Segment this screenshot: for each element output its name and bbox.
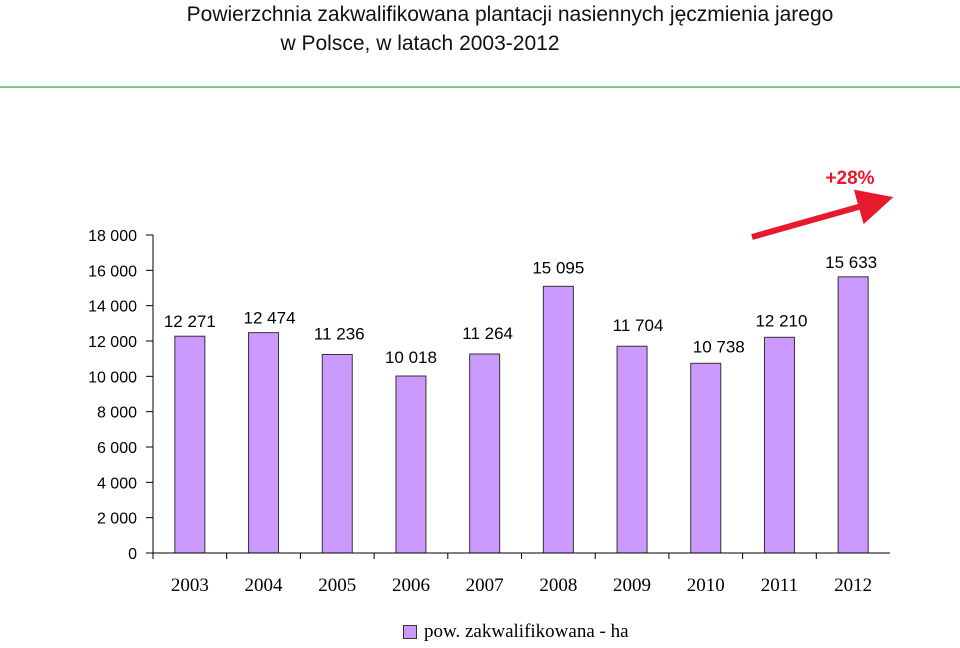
data-label: 12 210	[755, 311, 807, 330]
x-tick-label: 2005	[318, 575, 356, 596]
x-tick-label: 2011	[761, 575, 798, 596]
legend: pow. zakwalifikowana - ha	[403, 621, 629, 643]
y-tick-label: 16 000	[88, 263, 137, 280]
title-divider	[0, 86, 960, 88]
data-label: 15 633	[825, 253, 877, 272]
y-tick-label: 2 000	[97, 511, 137, 528]
x-tick-label: 2010	[687, 575, 725, 596]
y-tick-label: 4 000	[97, 475, 137, 492]
bar	[542, 285, 574, 554]
data-label: 11 264	[462, 324, 513, 343]
data-label: 10 738	[693, 337, 745, 356]
growth-arrow	[751, 189, 894, 240]
bar	[248, 332, 280, 554]
y-tick-label: 12 000	[88, 334, 137, 351]
x-tick-label: 2003	[171, 575, 209, 596]
x-tick-label: 2006	[392, 575, 430, 596]
y-tick-label: 10 000	[88, 369, 137, 386]
y-tick-label: 14 000	[88, 299, 137, 316]
bar	[174, 335, 206, 554]
x-tick-label: 2007	[466, 575, 504, 596]
y-tick-label: 18 000	[88, 228, 137, 245]
bar	[837, 276, 869, 554]
data-label: 12 271	[164, 312, 216, 331]
data-label: 10 018	[385, 348, 437, 367]
data-label: 15 095	[532, 258, 584, 277]
x-tick-label: 2008	[539, 575, 577, 596]
legend-label: pow. zakwalifikowana - ha	[424, 621, 629, 642]
bar	[395, 375, 427, 554]
legend-swatch	[403, 625, 417, 639]
bar	[690, 362, 722, 554]
x-tick-label: 2012	[834, 575, 872, 596]
bar	[469, 353, 501, 554]
y-tick-label: 6 000	[97, 440, 137, 457]
bar	[321, 353, 353, 554]
x-tick-label: 2004	[245, 575, 284, 596]
data-label: 12 474	[244, 309, 296, 328]
growth-annotation: +28%	[825, 168, 874, 189]
data-label: 11 704	[613, 316, 664, 335]
chart-title-line1: Powierzchnia zakwalifikowana plantacji n…	[186, 3, 834, 26]
y-tick-label: 0	[128, 546, 137, 563]
y-tick-label: 8 000	[97, 405, 137, 422]
bar	[616, 345, 648, 554]
x-tick-label: 2009	[613, 575, 651, 596]
chart-title-line2: w Polsce, w latach 2003-2012	[280, 32, 560, 55]
data-label: 11 236	[314, 324, 365, 343]
bar	[763, 336, 795, 554]
